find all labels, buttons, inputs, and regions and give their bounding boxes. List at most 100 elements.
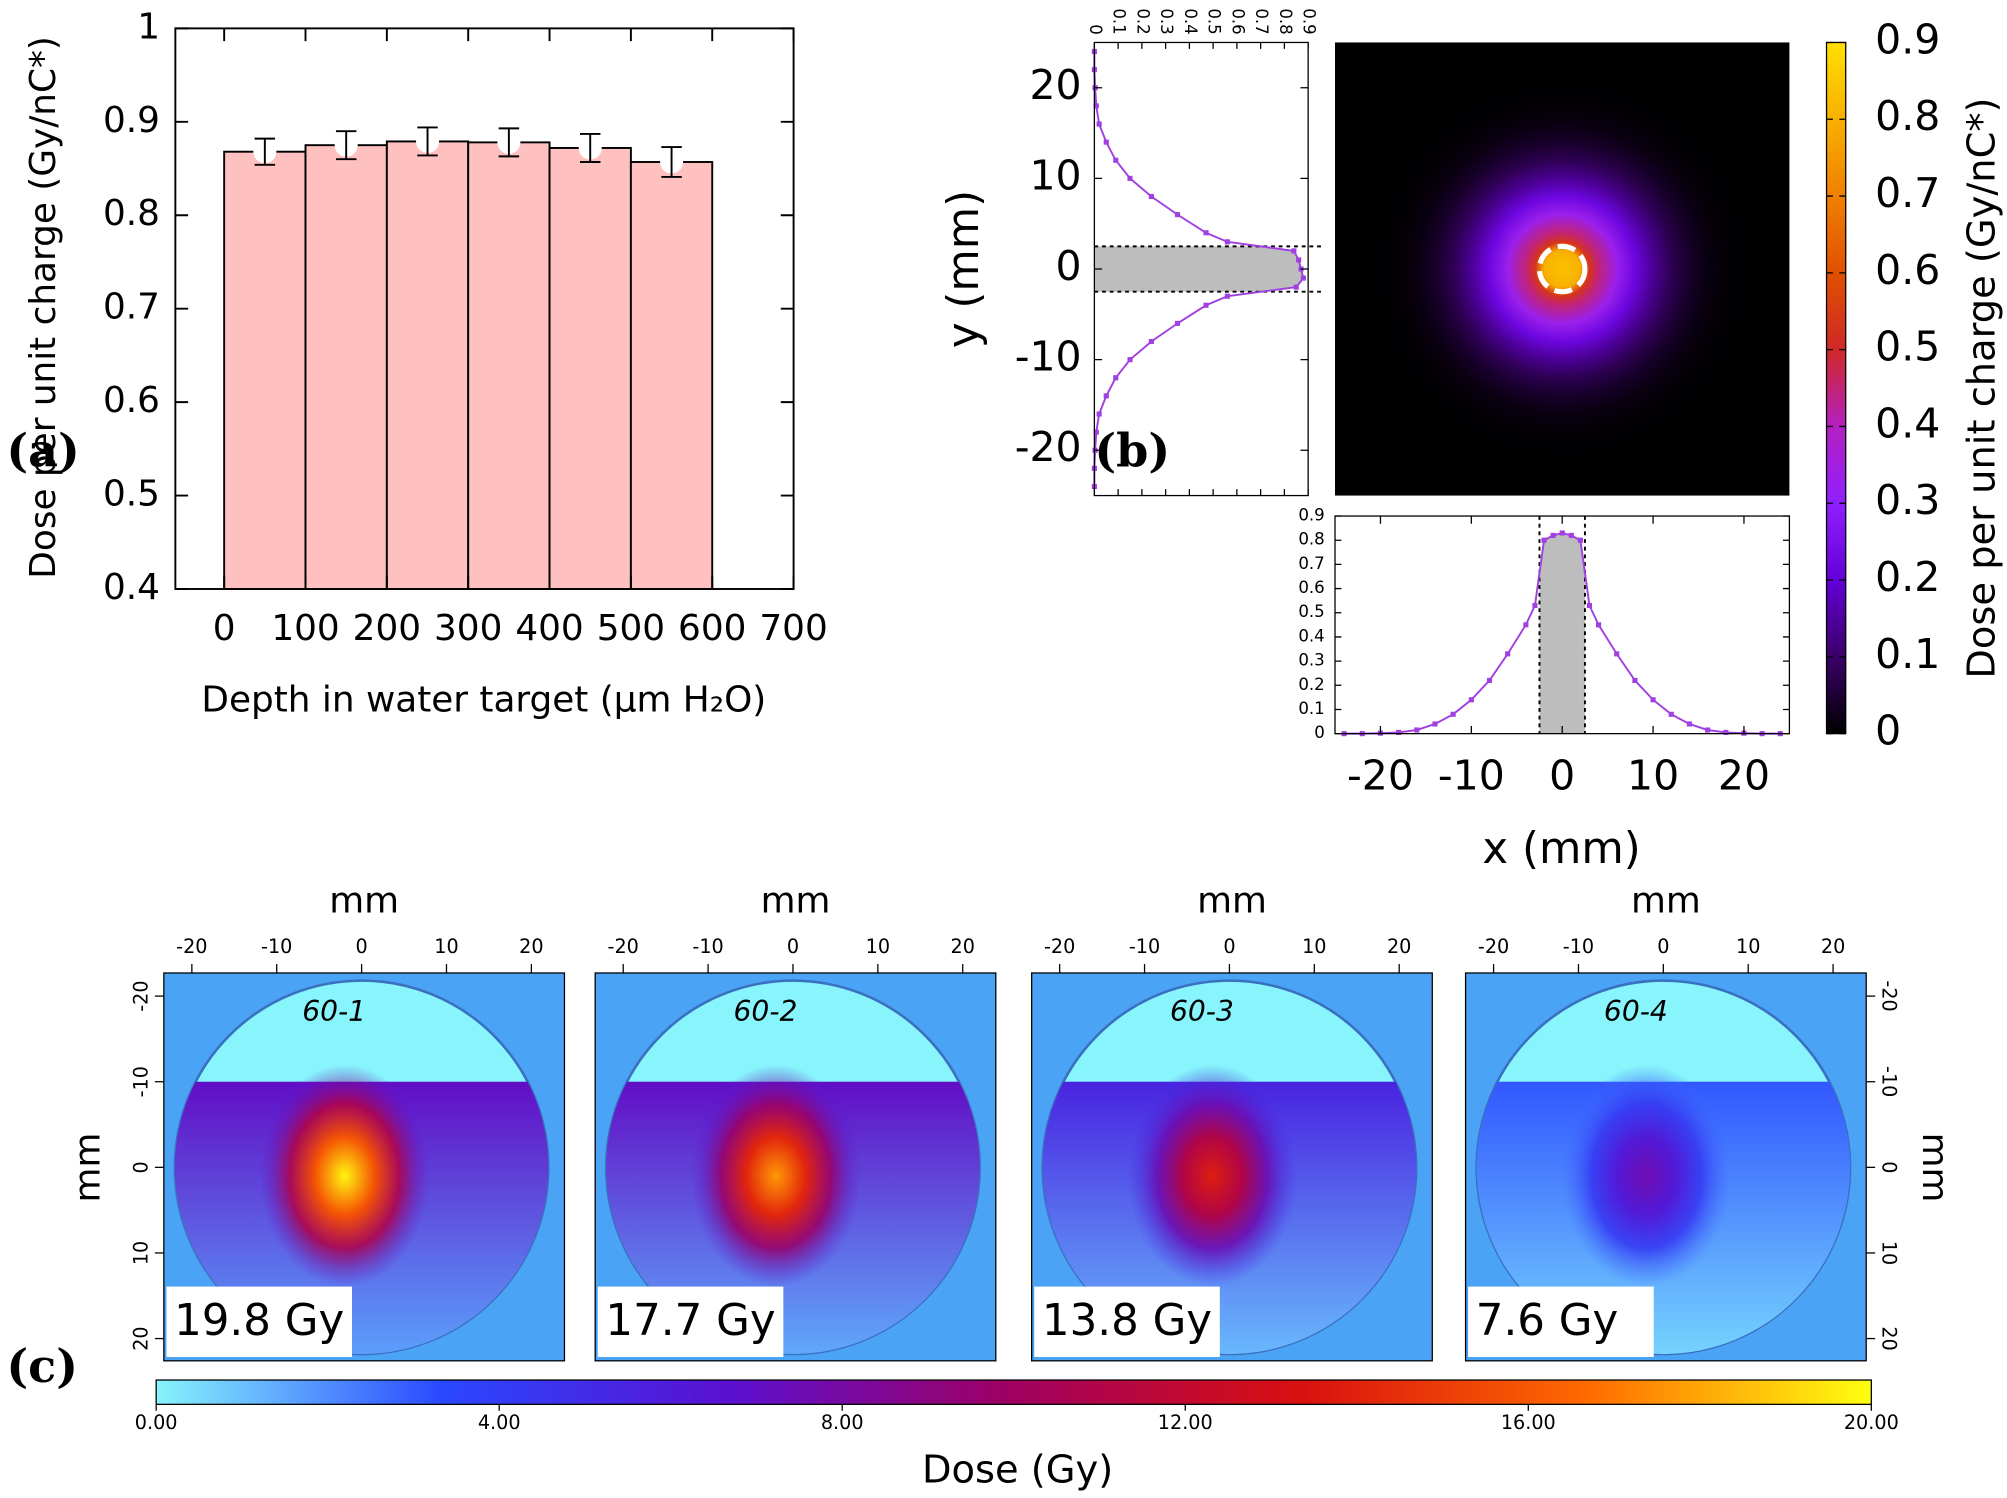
panel-label: (c) <box>6 1339 78 1393</box>
x-tick-label: 20 <box>1387 935 1411 958</box>
x-tick-label: 10 <box>434 935 458 958</box>
film: 60-1 <box>163 972 565 1361</box>
error-bar <box>417 126 438 157</box>
x-tick-label: 10 <box>1736 935 1760 958</box>
error-bar <box>335 130 357 161</box>
dose-label-box <box>1034 1286 1220 1357</box>
profile-point <box>1113 375 1119 381</box>
profile-point <box>1650 697 1656 703</box>
y-tick-label: 0.9 <box>103 100 160 141</box>
profile-point <box>1450 711 1456 717</box>
colorbar-label: Dose (Gy) <box>922 1448 1113 1493</box>
y-tick-label: 20 <box>1029 61 1081 109</box>
x-axis-label: mm <box>1197 881 1267 922</box>
dose-spot <box>1127 1064 1298 1288</box>
profile-tick-label: 0 <box>1086 24 1105 35</box>
x-tick-label: 0 <box>1223 935 1235 958</box>
y-tick-label: 0.6 <box>103 380 160 421</box>
colorbar-tick-label: 0.7 <box>1875 169 1940 217</box>
y-tick-label: 0.7 <box>103 287 160 328</box>
x-tick-label: 0 <box>787 935 799 958</box>
profile-tick-label: 0.7 <box>1252 8 1271 34</box>
profile-tick-label: 0.5 <box>1298 602 1324 621</box>
x-tick-label: 20 <box>951 935 975 958</box>
colorbar <box>155 1379 1872 1405</box>
x-tick-label: -20 <box>1478 935 1509 958</box>
colorbar-label: Dose per unit charge (Gy/nC*) <box>1959 97 2004 678</box>
x-tick-label: 700 <box>759 608 827 649</box>
x-tick-label: 500 <box>597 608 665 649</box>
profile-point <box>1174 320 1181 326</box>
profile-tick-label: 0.1 <box>1298 699 1324 718</box>
x-tick-label: 300 <box>434 608 502 649</box>
film-frame <box>594 972 997 1362</box>
dose-label: 7.6 Gy <box>1476 1296 1618 1346</box>
profile-tick-label: 0.9 <box>1300 8 1319 34</box>
x-axis-label: Depth in water target (μm H₂O) <box>201 680 766 721</box>
bar <box>467 141 551 590</box>
profile-tick-label: 0 <box>1314 723 1325 742</box>
profile-tick-label: 0.3 <box>1157 8 1176 34</box>
profile-tick-label: 0.7 <box>1298 554 1324 573</box>
colorbar-tick-label: 0 <box>1875 707 1901 755</box>
y-tick-label: 20 <box>1877 1326 1900 1350</box>
panel-label: (b) <box>1094 424 1170 478</box>
profile-tick-label: 0.2 <box>1133 8 1152 34</box>
x-tick-label: 10 <box>1627 751 1679 799</box>
colorbar-tick-label: 8.00 <box>821 1411 864 1434</box>
profile-point <box>1127 175 1133 181</box>
y-axis-label: mm <box>1914 1133 1955 1203</box>
aperture-area <box>1539 532 1585 734</box>
profile-point <box>1486 677 1493 684</box>
heatmap <box>1335 42 1790 496</box>
profile-point <box>1096 121 1102 127</box>
x-tick-label: 10 <box>866 935 890 958</box>
dose-spot <box>691 1064 861 1288</box>
film-label: 60-1 <box>302 995 366 1028</box>
aperture-area <box>1094 246 1304 292</box>
x-tick-label: -10 <box>1438 751 1505 799</box>
y-axis-label: y (mm) <box>939 190 989 348</box>
film: 60-4 <box>1465 972 1867 1361</box>
x-tick-label: -20 <box>608 935 639 958</box>
profile-point <box>1093 103 1099 109</box>
profile-point <box>1550 532 1556 538</box>
bar <box>385 140 470 590</box>
dose-label-box <box>1468 1286 1654 1357</box>
x-tick-label: 0 <box>1657 935 1669 958</box>
film-label: 60-4 <box>1604 995 1668 1028</box>
profile-point <box>1293 284 1299 290</box>
y-tick-label: -20 <box>130 980 153 1011</box>
aperture-circle <box>1536 243 1588 295</box>
profile-tick-label: 0.3 <box>1298 651 1324 670</box>
y-tick-label: 0 <box>1877 1161 1900 1173</box>
profile-point <box>1291 248 1297 254</box>
profile-point <box>1577 537 1583 543</box>
y-tick-label: -10 <box>1877 1066 1900 1097</box>
colorbar <box>1825 41 1847 735</box>
x-tick-label: -10 <box>1563 935 1594 958</box>
x-axis-label: mm <box>761 881 831 922</box>
profile-point <box>1686 721 1692 727</box>
profile-point <box>1468 697 1474 703</box>
profile-point <box>1113 157 1119 163</box>
colorbar-tick-label: 0.4 <box>1875 399 1940 447</box>
profile-point <box>1203 230 1209 236</box>
profile-point <box>1096 411 1102 417</box>
x-axis-label: x (mm) <box>1482 824 1640 874</box>
profile-point <box>1414 727 1420 733</box>
profile-point <box>1723 729 1729 735</box>
film-label: 60-3 <box>1170 995 1234 1028</box>
bar <box>548 147 632 590</box>
profile-point <box>1523 622 1529 628</box>
dose-spot <box>259 1064 430 1288</box>
profile-point <box>1432 721 1438 727</box>
dose-label-box <box>166 1286 352 1357</box>
profile-tick-label: 0.1 <box>1110 8 1129 34</box>
profile-point <box>1127 357 1133 363</box>
x-tick-label: 0 <box>1549 751 1575 799</box>
x-axis-label: mm <box>329 881 399 922</box>
profile-tick-label: 0.9 <box>1298 506 1324 525</box>
profile-tick-label: 0.5 <box>1205 8 1224 34</box>
